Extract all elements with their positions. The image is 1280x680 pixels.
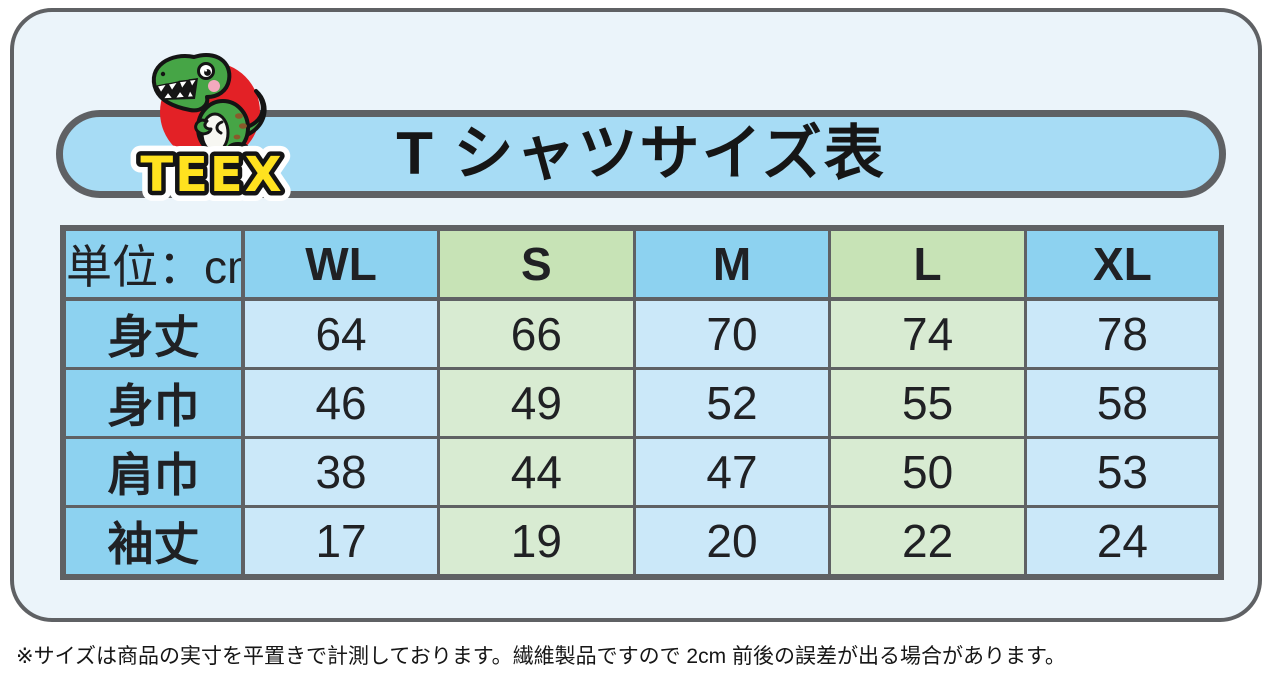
size-table: 単位：cm WL S M L XL 身丈 64 66 70 74 78 身巾 4… (60, 225, 1224, 580)
table-row-body-width: 身巾 46 49 52 55 58 (61, 367, 1223, 439)
size-cell: 78 (1023, 297, 1223, 370)
dino-spot (233, 134, 241, 140)
dino-cheek (208, 80, 220, 92)
row-label: 身丈 (61, 297, 245, 370)
row-label: 肩巾 (61, 436, 245, 508)
dino-foot-right (226, 142, 250, 158)
size-cell: 58 (1023, 367, 1223, 439)
col-header-l: L (828, 226, 1027, 301)
col-header-xl: XL (1023, 226, 1223, 301)
size-cell: 22 (828, 505, 1027, 579)
header-row: 単位：cm WL S M L XL (61, 226, 1223, 301)
size-cell: 47 (632, 436, 832, 508)
dino-tooth (188, 78, 198, 88)
dino-eye-glint (204, 69, 208, 72)
table-row-body-length: 身丈 64 66 70 74 78 (61, 297, 1223, 370)
unit-label-cell: 単位：cm (61, 226, 245, 301)
brand-logo: TEEX TEEX (126, 50, 298, 202)
col-header-wl: WL (241, 226, 441, 301)
size-cell: 24 (1023, 505, 1223, 579)
row-label: 袖丈 (61, 505, 245, 579)
table-row-shoulder-width: 肩巾 38 44 47 50 53 (61, 436, 1223, 508)
dino-tooth (186, 89, 195, 99)
col-header-s: S (437, 226, 636, 301)
dino-nostril (160, 71, 166, 77)
table-row-sleeve-length: 袖丈 17 19 20 22 24 (61, 505, 1223, 579)
dino-arm (194, 118, 213, 136)
brand-wordmark-outline: TEEX (140, 147, 283, 202)
dino-arm (215, 120, 224, 135)
page-title: T シャツサイズ表 (396, 120, 886, 187)
size-cell: 20 (632, 505, 832, 579)
col-header-m: M (632, 226, 832, 301)
size-cell: 66 (437, 297, 636, 370)
disclaimer-note: ※サイズは商品の実寸を平置きで計測しております。繊維製品ですので 2cm 前後の… (16, 645, 1066, 668)
dino-spot (239, 123, 247, 129)
dino-tooth (178, 79, 189, 90)
size-cell: 52 (632, 367, 832, 439)
size-cell: 55 (828, 367, 1027, 439)
dinosaur-mascot-icon: TEEX TEEX (130, 53, 292, 202)
size-cell: 50 (828, 436, 1027, 508)
size-cell: 64 (241, 297, 441, 370)
dino-spot (235, 113, 243, 119)
size-cell: 38 (241, 436, 441, 508)
size-cell: 19 (437, 505, 636, 579)
size-cell: 53 (1023, 436, 1223, 508)
size-cell: 74 (828, 297, 1027, 370)
size-cell: 46 (241, 367, 441, 439)
row-label: 身巾 (61, 367, 245, 439)
dino-tooth (156, 83, 168, 94)
size-cell: 49 (437, 367, 636, 439)
size-cell: 17 (241, 505, 441, 579)
dino-tooth (162, 91, 174, 100)
dino-tooth (174, 90, 186, 100)
size-cell: 44 (437, 436, 636, 508)
brand-wordmark: TEEX (140, 147, 283, 202)
size-cell: 70 (632, 297, 832, 370)
dino-tooth (167, 81, 179, 92)
